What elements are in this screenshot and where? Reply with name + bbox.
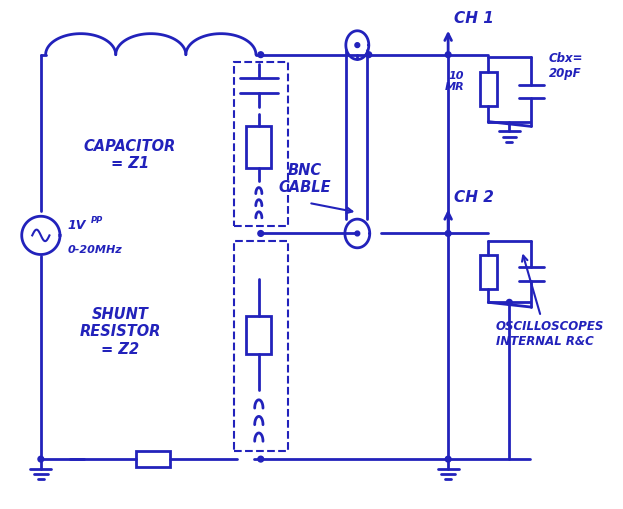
Text: BNC
CABLE: BNC CABLE <box>278 163 331 195</box>
Circle shape <box>38 456 44 462</box>
Circle shape <box>355 231 359 236</box>
Bar <box>247 316 271 354</box>
Text: CAPACITOR
= Z1: CAPACITOR = Z1 <box>83 139 176 171</box>
Circle shape <box>258 52 264 58</box>
Text: CH 1: CH 1 <box>454 11 494 26</box>
Text: 1V: 1V <box>68 219 86 232</box>
Circle shape <box>445 52 451 58</box>
Bar <box>480 72 497 106</box>
Circle shape <box>355 43 359 47</box>
Text: PP: PP <box>90 216 103 224</box>
Circle shape <box>445 231 451 236</box>
Text: 10
MR: 10 MR <box>445 71 464 92</box>
Text: 0-20MHz: 0-20MHz <box>68 245 122 254</box>
Text: OSCILLOSCOPES
INTERNAL R&C: OSCILLOSCOPES INTERNAL R&C <box>496 320 604 348</box>
Bar <box>234 62 288 226</box>
Bar <box>136 451 171 467</box>
Text: SHUNT
RESISTOR
= Z2: SHUNT RESISTOR = Z2 <box>80 307 161 357</box>
Circle shape <box>506 299 512 305</box>
Circle shape <box>258 456 264 462</box>
Bar <box>247 126 271 168</box>
Bar <box>480 254 497 289</box>
Text: CH 2: CH 2 <box>454 190 494 205</box>
Text: Cbx=
20pF: Cbx= 20pF <box>548 52 583 80</box>
Circle shape <box>258 231 264 236</box>
Circle shape <box>445 456 451 462</box>
Bar <box>234 241 288 451</box>
Circle shape <box>366 52 372 58</box>
